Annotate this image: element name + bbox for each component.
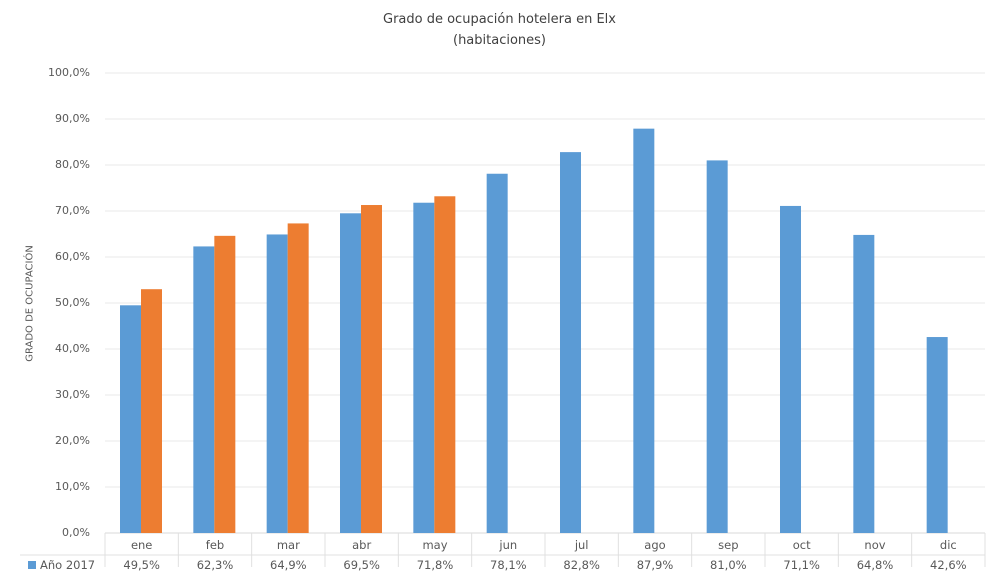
- data-table-value: 62,3%: [196, 558, 234, 572]
- bar: [141, 289, 162, 533]
- y-tick-label: 100,0%: [48, 66, 90, 79]
- bar: [780, 205, 801, 533]
- x-tick-label: ene: [130, 538, 153, 552]
- data-table-value: 81,0%: [710, 558, 747, 572]
- y-tick-label: 70,0%: [55, 204, 90, 217]
- data-table-value: 71,1%: [783, 558, 820, 572]
- bar: [120, 305, 141, 533]
- data-table-value: 64,8%: [856, 558, 894, 572]
- bar: [434, 196, 456, 533]
- bar: [560, 152, 581, 533]
- y-tick-label: 10,0%: [55, 480, 90, 493]
- x-tick-label: jul: [574, 538, 589, 552]
- data-table-value: 82,8%: [563, 558, 600, 572]
- bar: [413, 202, 435, 533]
- legend-swatch: [28, 561, 36, 569]
- x-tick-label: dic: [939, 538, 957, 552]
- bar: [633, 128, 655, 533]
- bar: [340, 213, 361, 534]
- x-tick-label: abr: [352, 538, 372, 552]
- data-table-value: 64,9%: [270, 558, 307, 572]
- bar: [926, 337, 948, 533]
- data-table-value: 49,5%: [123, 558, 160, 572]
- y-tick-label: 50,0%: [55, 296, 90, 309]
- data-table-value: 78,1%: [490, 558, 527, 572]
- data-table-value: 69,5%: [343, 558, 380, 572]
- data-table-value: 87,9%: [636, 558, 674, 572]
- x-tick-label: sep: [718, 538, 739, 552]
- y-tick-label: 20,0%: [55, 434, 90, 447]
- bar: [853, 234, 875, 534]
- y-tick-label: 40,0%: [55, 342, 90, 355]
- data-table-value: 42,6%: [930, 558, 967, 572]
- bar: [361, 205, 382, 533]
- y-tick-label: 90,0%: [55, 112, 90, 125]
- x-tick-label: may: [422, 538, 448, 552]
- legend-label: Año 2017: [40, 558, 96, 572]
- x-tick-label: nov: [864, 538, 886, 552]
- y-tick-label: 60,0%: [55, 250, 90, 263]
- chart-subtitle: (habitaciones): [453, 33, 546, 48]
- bar: [706, 160, 728, 533]
- x-tick-label: ago: [644, 538, 666, 552]
- chart-title: Grado de ocupación hotelera en Elx: [383, 12, 616, 27]
- bar: [214, 235, 236, 533]
- bar: [287, 223, 309, 534]
- bar: [266, 234, 288, 533]
- data-table-value: 71,8%: [416, 558, 454, 572]
- legend-series-2017: Año 2017: [28, 558, 95, 572]
- x-tick-label: feb: [205, 538, 225, 552]
- y-tick-label: 30,0%: [55, 388, 90, 401]
- bar: [193, 246, 215, 534]
- y-tick-label: 80,0%: [55, 158, 90, 171]
- x-tick-label: mar: [276, 538, 300, 552]
- x-tick-label: oct: [792, 538, 811, 552]
- bar: [486, 173, 508, 534]
- y-tick-label: 0,0%: [62, 526, 90, 539]
- x-tick-label: jun: [499, 538, 518, 552]
